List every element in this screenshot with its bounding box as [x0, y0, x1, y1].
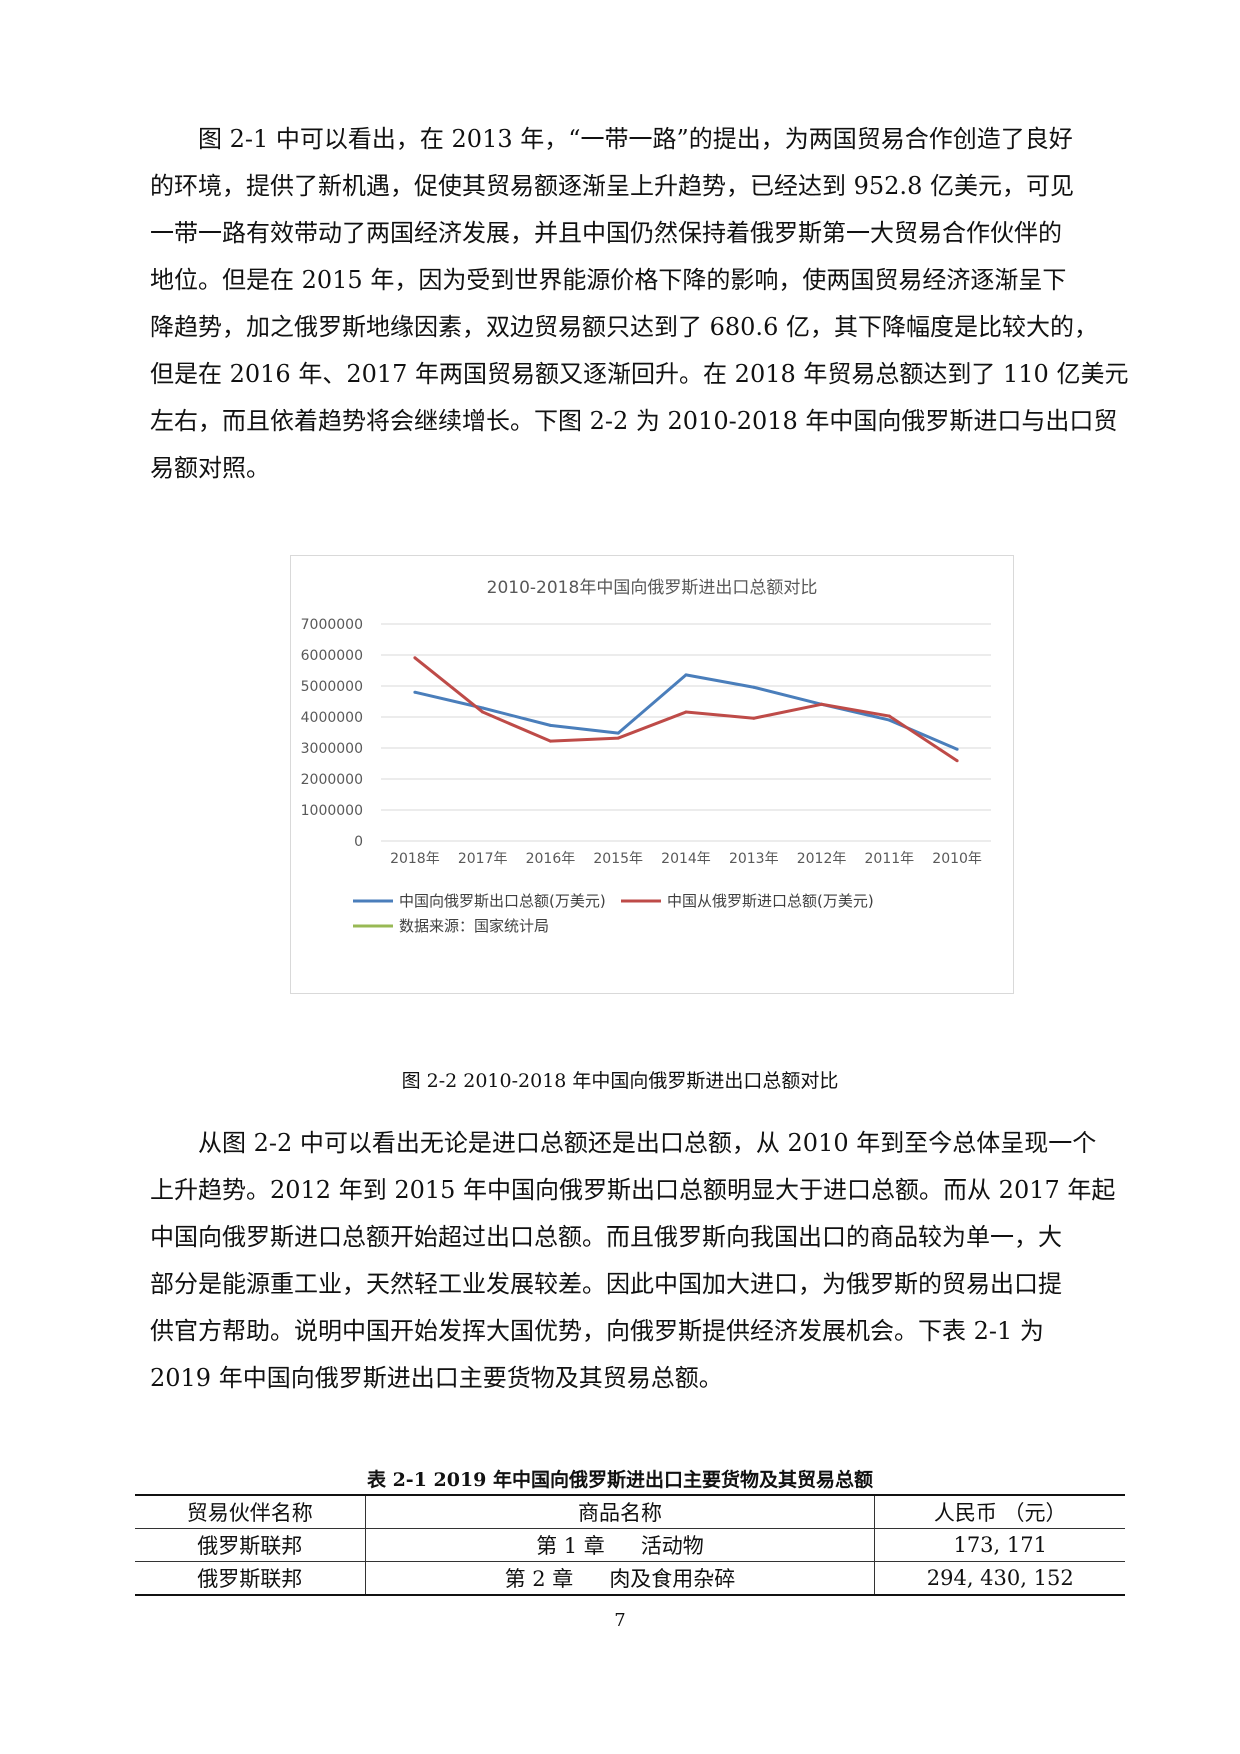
y-tick-label: 5000000: [301, 679, 363, 695]
y-tick-label: 1000000: [301, 803, 363, 819]
data-point: [548, 723, 552, 727]
x-tick-label: 2018年: [390, 851, 440, 867]
goods-table: 贸易伙伴名称 商品名称 人民币 （元） 俄罗斯联邦 第 1 章 活动物 173, …: [135, 1494, 1125, 1596]
data-point: [481, 706, 485, 710]
x-tick-label: 2010年: [932, 851, 982, 867]
paragraph-line: 图 2-1 中可以看出，在 2013 年，“一带一路”的提出，为两国贸易合作创造…: [198, 125, 1073, 153]
body-paragraph-1: 图 2-1 中可以看出，在 2013 年，“一带一路”的提出，为两国贸易合作创造…: [150, 116, 1130, 492]
data-point: [481, 710, 485, 714]
data-point: [752, 716, 756, 720]
x-tick-label: 2012年: [797, 851, 847, 867]
goods-name: 肉及食用杂碎: [609, 1567, 736, 1591]
figure-caption: 图 2-2 2010-2018 年中国向俄罗斯进出口总额对比: [401, 1070, 839, 1092]
series-line-2: [413, 656, 958, 762]
x-tick-label: 2016年: [526, 851, 576, 867]
legend-label: 中国从俄罗斯进口总额(万美元): [667, 892, 874, 910]
table-header-row: 贸易伙伴名称 商品名称 人民币 （元）: [135, 1495, 1125, 1529]
table-title: 表 2-1 2019 年中国向俄罗斯进出口主要货物及其贸易总额: [366, 1469, 874, 1491]
page-number: 7: [614, 1610, 626, 1631]
goods-cell: 第 1 章 活动物: [364, 1528, 875, 1562]
data-point: [887, 718, 891, 722]
paragraph-line: 供官方帮助。说明中国开始发挥大国优势，向俄罗斯提供经济发展机会。下表 2-1 为: [150, 1317, 1044, 1345]
paragraph-line: 降趋势，加之俄罗斯地缘因素，双边贸易额只达到了 680.6 亿，其下降幅度是比较…: [150, 313, 1098, 341]
paragraph-line: 左右，而且依着趋势将会继续增长。下图 2-2 为 2010-2018 年中国向俄…: [150, 407, 1118, 435]
partner-cell: 俄罗斯联邦: [197, 1567, 303, 1591]
x-tick-label: 2013年: [729, 851, 779, 867]
y-tick-label: 7000000: [301, 617, 363, 633]
legend-label: 数据来源：国家统计局: [399, 917, 549, 935]
legend-label: 中国向俄罗斯出口总额(万美元): [399, 892, 606, 910]
x-tick-label: 2014年: [661, 851, 711, 867]
data-point: [616, 736, 620, 740]
goods-chapter: 第 2 章: [504, 1567, 574, 1591]
data-point: [413, 656, 417, 660]
paragraph-line: 部分是能源重工业，天然轻工业发展较差。因此中国加大进口，为俄罗斯的贸易出口提: [150, 1270, 1062, 1298]
data-point: [616, 731, 620, 735]
data-point: [887, 714, 891, 718]
column-header-partner: 贸易伙伴名称: [186, 1501, 313, 1525]
partner-cell: 俄罗斯联邦: [197, 1534, 303, 1558]
goods-cell: 第 2 章 肉及食用杂碎: [364, 1561, 875, 1595]
paragraph-line: 2019 年中国向俄罗斯进出口主要货物及其贸易总额。: [150, 1364, 723, 1392]
x-tick-label: 2011年: [865, 851, 915, 867]
goods-chapter: 第 1 章: [536, 1534, 605, 1558]
data-point: [684, 710, 688, 714]
table-row: 俄罗斯联邦 第 2 章 肉及食用杂碎 294, 430, 152: [135, 1561, 1125, 1595]
paragraph-line: 从图 2-2 中可以看出无论是进口总额还是出口总额，从 2010 年到至今总体呈…: [198, 1129, 1097, 1157]
y-tick-label: 2000000: [301, 772, 363, 788]
x-tick-label: 2015年: [593, 851, 643, 867]
y-tick-label: 3000000: [301, 741, 363, 757]
data-point: [752, 685, 756, 689]
x-tick-label: 2017年: [458, 851, 508, 867]
column-header-amount: 人民币 （元）: [874, 1495, 1125, 1529]
data-point: [955, 747, 959, 751]
column-header-goods: 商品名称: [364, 1495, 875, 1529]
data-point: [684, 673, 688, 677]
data-point: [413, 690, 417, 694]
data-point: [820, 702, 824, 706]
paragraph-line: 中国向俄罗斯进口总额开始超过出口总额。而且俄罗斯向我国出口的商品较为单一，大: [150, 1223, 1062, 1251]
amount-cell: 173, 171: [874, 1528, 1125, 1562]
body-paragraph-2: 从图 2-2 中可以看出无论是进口总额还是出口总额，从 2010 年到至今总体呈…: [150, 1120, 1130, 1402]
amount-cell: 294, 430, 152: [874, 1561, 1125, 1595]
y-tick-label: 4000000: [301, 710, 363, 726]
paragraph-line: 一带一路有效带动了两国经济发展，并且中国仍然保持着俄罗斯第一大贸易合作伙伴的: [150, 219, 1062, 247]
goods-name: 活动物: [640, 1534, 704, 1558]
paragraph-line: 上升趋势。2012 年到 2015 年中国向俄罗斯出口总额明显大于进口总额。而从…: [150, 1176, 1116, 1204]
table-row: 俄罗斯联邦 第 1 章 活动物 173, 171: [135, 1528, 1125, 1562]
paragraph-line: 但是在 2016 年、2017 年两国贸易额又逐渐回升。在 2018 年贸易总额…: [150, 360, 1129, 388]
paragraph-line: 地位。但是在 2015 年，因为受到世界能源价格下降的影响，使两国贸易经济逐渐呈…: [150, 266, 1067, 294]
line-chart: 2010-2018年中国向俄罗斯进出口总额对比 0 1000000 2000000 30…: [301, 578, 991, 935]
paragraph-line: 的环境，提供了新机遇，促使其贸易额逐渐呈上升趋势，已经达到 952.8 亿美元，…: [150, 172, 1074, 200]
paragraph-line: 易额对照。: [150, 454, 270, 482]
data-point: [955, 759, 959, 763]
chart-title: 2010-2018年中国向俄罗斯进出口总额对比: [487, 578, 818, 598]
y-tick-label: 6000000: [301, 648, 363, 664]
data-point: [548, 739, 552, 743]
line-chart-figure: 2010-2018年中国向俄罗斯进出口总额对比 0 1000000 2000000 30…: [290, 555, 1014, 994]
y-tick-label: 0: [354, 834, 363, 850]
